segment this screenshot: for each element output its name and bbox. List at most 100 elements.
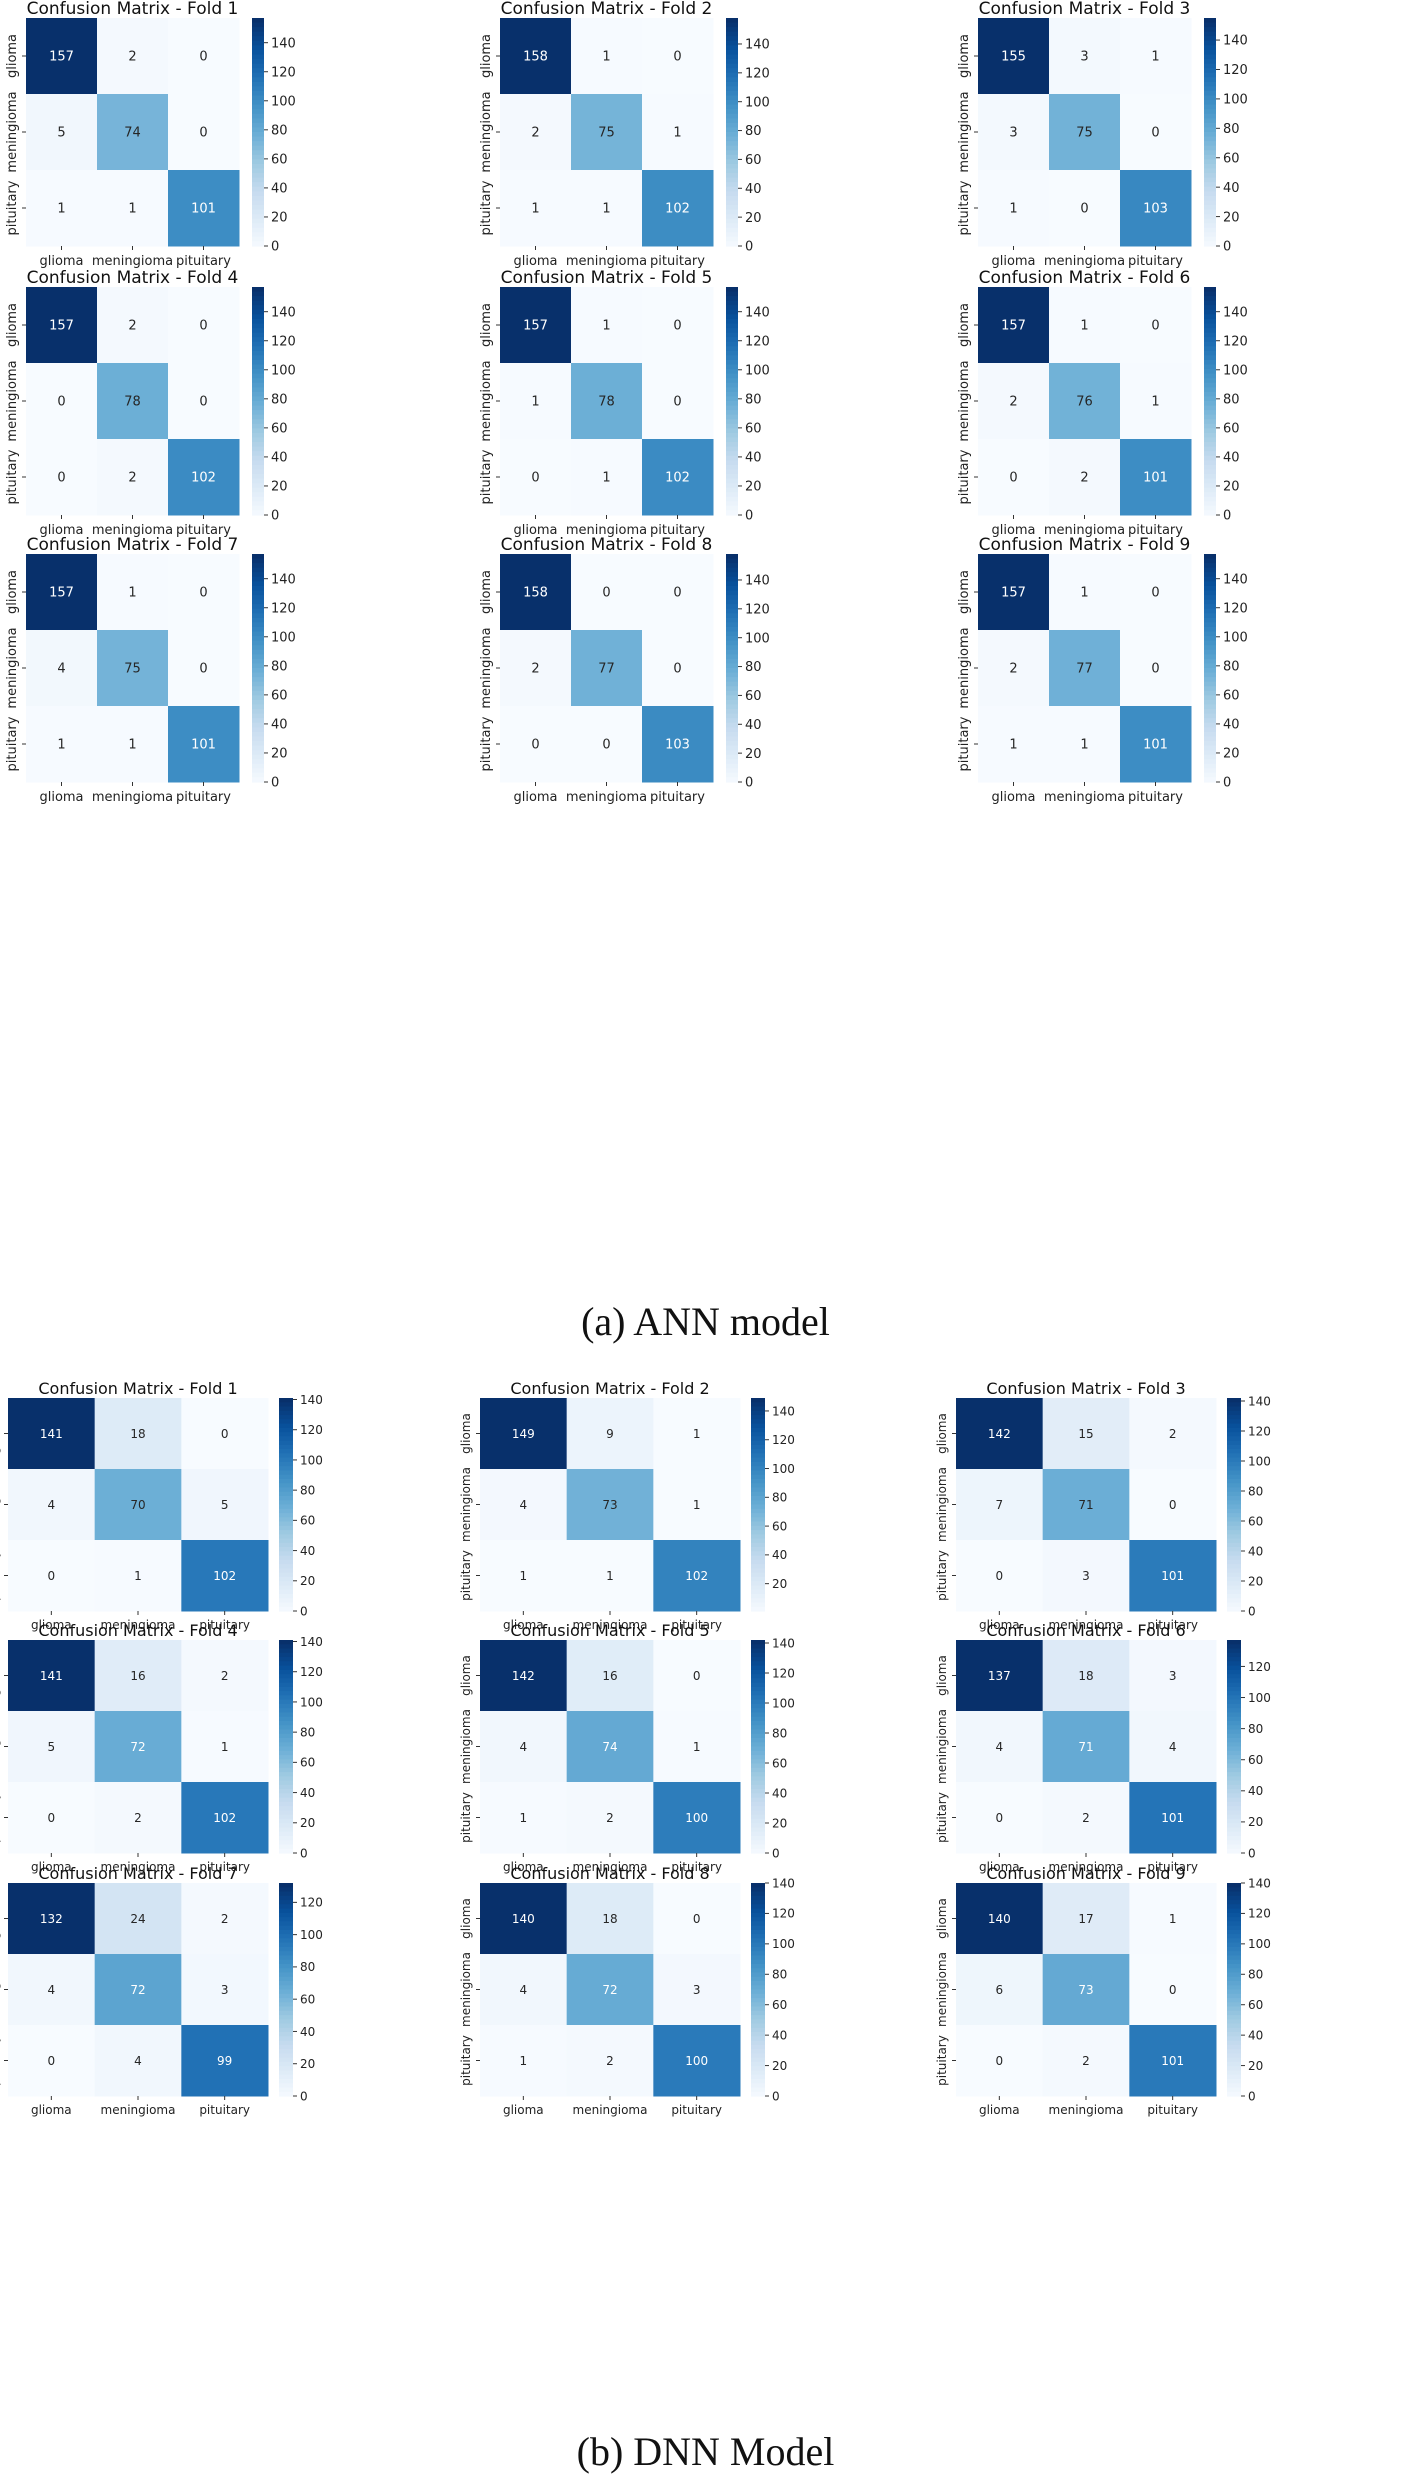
colorbar-segment: [726, 223, 738, 229]
chart-title: Confusion Matrix - Fold 1: [38, 1379, 237, 1398]
colorbar-segment: [726, 72, 738, 78]
colorbar-segment: [1227, 1657, 1241, 1662]
cell-value: 4: [996, 1740, 1004, 1754]
colorbar-segment: [726, 709, 738, 715]
colorbar-tick-label: 80: [271, 660, 288, 675]
colorbar-segment: [726, 727, 738, 733]
colorbar-segment: [1227, 1436, 1241, 1442]
colorbar-tick-label: 0: [271, 776, 279, 791]
cell-value: 4: [520, 1498, 528, 1512]
colorbar-tick-label: 20: [1223, 480, 1240, 495]
heatmap-cell: [500, 94, 572, 171]
colorbar-segment: [1204, 496, 1216, 502]
colorbar-segment: [726, 595, 738, 601]
colorbar-segment: [751, 1703, 765, 1709]
colorbar-segment: [751, 1772, 765, 1777]
colorbar-segment: [252, 109, 264, 115]
colorbar-segment: [252, 608, 264, 614]
colorbar-segment: [1227, 1487, 1241, 1493]
colorbar-segment: [279, 1669, 293, 1675]
chart-title: Confusion Matrix - Fold 9: [986, 1864, 1185, 1883]
colorbar-segment: [1227, 1844, 1241, 1850]
colorbar-segment: [1227, 1457, 1241, 1463]
colorbar-tick-label: 100: [772, 1696, 795, 1710]
heatmap-cell: [181, 1954, 269, 2026]
heatmap-cell: [571, 630, 643, 707]
colorbar-segment: [751, 1742, 765, 1748]
colorbar-segment: [751, 1720, 765, 1726]
colorbar-segment: [1227, 2078, 1241, 2084]
colorbar-segment: [252, 81, 264, 87]
colorbar-tick-label: 80: [271, 124, 288, 139]
heatmap-cell: [642, 630, 714, 707]
colorbar-segment: [751, 2057, 765, 2063]
cell-value: 16: [130, 1669, 145, 1683]
heatmap-cell: [1120, 439, 1192, 516]
colorbar-segment: [252, 713, 264, 719]
colorbar-segment: [1227, 2070, 1241, 2076]
colorbar-segment: [1204, 90, 1216, 97]
colorbar-segment: [1204, 214, 1216, 220]
colorbar-segment: [1204, 645, 1216, 651]
colorbar-segment: [279, 1993, 293, 1999]
colorbar-segment: [1227, 1402, 1241, 1408]
cell-value: 0: [221, 1427, 229, 1441]
colorbar-segment: [751, 1921, 765, 1927]
colorbar-segment: [252, 191, 264, 197]
colorbar-segment: [252, 410, 264, 416]
colorbar-segment: [751, 1555, 765, 1561]
x-tick-label: meningioma: [566, 523, 647, 538]
colorbar-segment: [751, 1955, 765, 1961]
heatmap-cell: [26, 630, 98, 707]
colorbar-segment: [751, 1917, 765, 1922]
colorbar-tick-label: 60: [300, 1756, 315, 1770]
cell-value: 101: [1161, 2054, 1184, 2068]
heatmap-cell: [1042, 1782, 1130, 1854]
colorbar-segment: [726, 410, 738, 416]
colorbar-segment: [279, 1844, 293, 1850]
colorbar-segment: [252, 658, 264, 665]
colorbar-tick-label: 60: [1223, 422, 1240, 437]
heatmap-cell: [1042, 1954, 1130, 2026]
colorbar-segment: [726, 359, 738, 366]
colorbar-segment: [1227, 1483, 1241, 1489]
y-tick-label: glioma: [479, 570, 494, 614]
colorbar-segment: [1227, 1989, 1241, 1995]
colorbar-segment: [252, 18, 264, 24]
colorbar-segment: [1204, 442, 1216, 448]
colorbar-segment: [1204, 72, 1216, 78]
x-tick-label: glioma: [513, 523, 557, 538]
cell-value: 1: [602, 50, 610, 65]
colorbar-segment: [252, 727, 264, 733]
cell-value: 1: [1080, 319, 1088, 334]
colorbar-segment: [252, 473, 264, 480]
colorbar-segment: [751, 2032, 765, 2037]
colorbar-segment: [726, 195, 738, 201]
colorbar-segment: [1204, 209, 1216, 215]
colorbar-segment: [1204, 127, 1216, 133]
colorbar-segment: [751, 2010, 765, 2016]
colorbar-segment: [1227, 1921, 1241, 1927]
colorbar-segment: [1227, 1525, 1241, 1531]
colorbar-segment: [726, 483, 738, 489]
colorbar-segment: [1227, 2032, 1241, 2037]
colorbar-segment: [279, 1640, 293, 1645]
colorbar-segment: [279, 1674, 293, 1679]
colorbar-segment: [1204, 236, 1216, 243]
x-tick-label: pituitary: [650, 254, 705, 269]
heatmap-cell: [1129, 1398, 1217, 1470]
colorbar-tick-label: 20: [745, 211, 762, 226]
colorbar-segment: [751, 1712, 765, 1718]
colorbar-segment: [1204, 141, 1216, 147]
colorbar-segment: [751, 1436, 765, 1442]
colorbar-segment: [279, 1900, 293, 1905]
colorbar-segment: [1227, 1835, 1241, 1841]
x-tick-label: glioma: [31, 2103, 72, 2117]
colorbar-tick-label: 140: [745, 574, 770, 589]
y-tick-label: meningioma: [479, 627, 494, 708]
colorbar-tick-label: 120: [745, 603, 770, 618]
colorbar-segment: [279, 2061, 293, 2067]
colorbar-tick-label: 120: [300, 1665, 323, 1679]
x-tick-label: pituitary: [176, 523, 231, 538]
